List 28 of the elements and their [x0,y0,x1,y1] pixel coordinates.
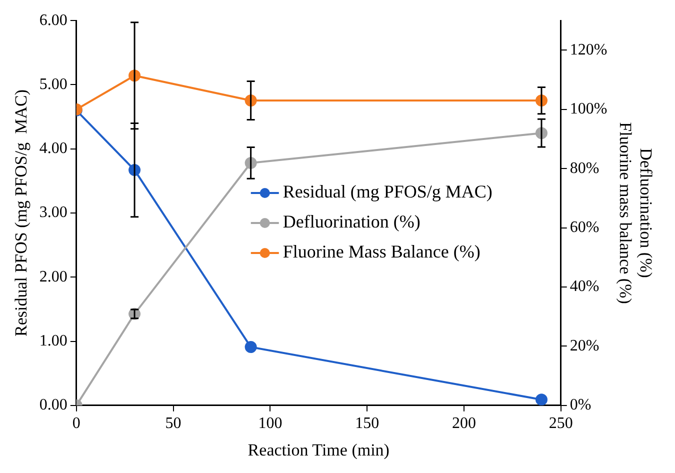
x-tick-label: 150 [355,415,380,432]
y2-tick-label: 120% [570,41,608,58]
y2-axis-title: Defluorination (%) Fluorine mass balance (%) [616,122,656,304]
y-tick-label: 4.00 [39,140,68,158]
legend-label: Residual (mg PFOS/g MAC) [282,182,492,202]
y-tick-label: 5.00 [39,76,68,93]
y-axis-title: Residual PFOS (mg PFOS/g MAC) [12,89,31,337]
y-tick-label: 1.00 [39,332,68,350]
x-tick-label: 100 [258,415,282,432]
y2-tick-label: 0% [570,396,592,414]
x-axis-title: Reaction Time (min) [248,440,390,460]
x-tick-label: 200 [452,415,476,432]
point [244,341,257,354]
x-tick-label: 50 [165,415,182,432]
y-tick-label: 0.00 [39,396,68,414]
legend-label: Fluorine Mass Balance (%) [282,242,480,262]
y-tick-label: 3.00 [39,204,68,222]
y2-tick-label: 20% [570,337,600,354]
y2-tick-label: 100% [570,100,608,118]
legend-label: Defluorination (%) [282,212,420,232]
y2-tick-label: 60% [570,219,600,236]
point [535,394,548,406]
x-tick-label: 250 [548,415,573,432]
y-tick-label: 6.00 [39,12,68,29]
x-tick-label: 0 [72,415,80,432]
y2-tick-label: 80% [570,160,600,177]
y2-tick-label: 40% [570,278,600,296]
y-tick-label: 2.00 [39,268,68,286]
